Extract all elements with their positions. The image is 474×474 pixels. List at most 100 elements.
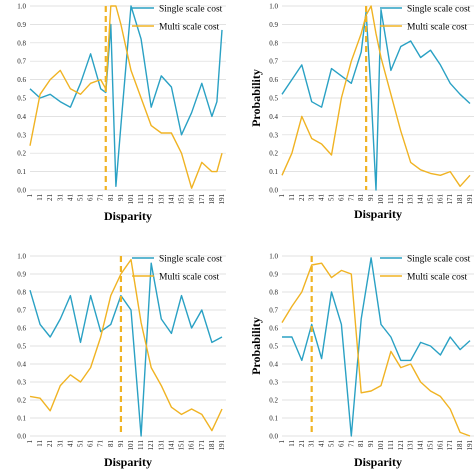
x-tick-label: 61 <box>337 194 345 202</box>
y-tick-label: 0.1 <box>17 168 26 176</box>
y-tick-label: 0.6 <box>269 76 278 84</box>
series-line-single-scale <box>282 257 471 437</box>
x-tick-label: 191 <box>466 440 474 451</box>
y-tick-label: 0.0 <box>17 187 26 195</box>
y-tick-label: 0.6 <box>17 325 26 333</box>
x-tick-label: 131 <box>407 194 415 205</box>
y-tick-label: 0.6 <box>17 76 26 84</box>
x-tick-label: 91 <box>117 440 125 448</box>
x-tick-label: 131 <box>407 440 415 451</box>
x-tick-label: 181 <box>208 440 216 451</box>
legend: Single scale cost Multi scale cost <box>380 255 471 283</box>
x-tick-label: 51 <box>327 194 335 202</box>
x-axis-label: Disparity <box>354 455 402 469</box>
x-tick-label: 191 <box>218 194 226 205</box>
y-tick-label: 0.6 <box>269 325 278 333</box>
y-tick-label: 0.9 <box>269 271 278 279</box>
x-tick-label: 141 <box>417 440 425 451</box>
y-tick-label: 1.0 <box>269 253 278 261</box>
legend-label: Single scale cost <box>159 255 223 265</box>
x-tick-label: 91 <box>367 194 375 202</box>
series-line-single-scale <box>29 262 223 437</box>
x-tick-label: 171 <box>198 440 206 451</box>
y-tick-label: 0.7 <box>17 58 26 66</box>
legend-label: Multi scale cost <box>407 23 468 33</box>
y-tick-label: 0.4 <box>17 113 26 121</box>
y-tick-label: 0.1 <box>269 168 278 176</box>
x-tick-label: 61 <box>87 194 95 202</box>
x-axis-label: Disparity <box>104 455 152 469</box>
y-tick-label: 0.8 <box>269 39 278 47</box>
x-tick-label: 181 <box>456 440 464 451</box>
x-tick-label: 111 <box>137 194 145 204</box>
y-tick-label: 0.3 <box>269 379 278 387</box>
chart-panel-4: 0.00.10.20.30.40.50.60.70.80.91.01 11 21 31… <box>249 253 474 469</box>
y-tick-label: 0.5 <box>269 95 278 103</box>
y-tick-label: 0.3 <box>17 379 26 387</box>
x-tick-label: 191 <box>466 194 474 205</box>
y-tick-label: 0.0 <box>17 433 26 441</box>
y-tick-label: 0.5 <box>17 95 26 103</box>
x-tick-label: 1 <box>26 194 34 198</box>
y-tick-label: 1.0 <box>17 3 26 11</box>
x-tick-label: 81 <box>107 194 115 202</box>
x-tick-label: 11 <box>36 440 44 447</box>
y-tick-label: 0.8 <box>17 39 26 47</box>
x-tick-label: 111 <box>137 440 145 450</box>
chart-panel-2: 0.00.10.20.30.40.50.60.70.80.91.01 11 21 31… <box>249 3 474 221</box>
y-tick-label: 0.4 <box>269 113 278 121</box>
legend-label: Multi scale cost <box>159 273 220 283</box>
x-tick-label: 31 <box>308 440 316 448</box>
x-tick-label: 81 <box>107 440 115 448</box>
x-tick-label: 21 <box>46 440 54 448</box>
x-tick-label: 71 <box>97 440 105 448</box>
x-axis-label: Disparity <box>104 209 152 223</box>
chart-panel-3: 0.00.10.20.30.40.50.60.70.80.91.01 11 21 31… <box>17 253 226 469</box>
x-tick-label: 151 <box>426 194 434 205</box>
y-tick-label: 0.7 <box>269 58 278 66</box>
x-tick-label: 81 <box>357 440 365 448</box>
x-tick-label: 161 <box>188 440 196 451</box>
x-tick-label: 151 <box>178 440 186 451</box>
series-line-multi-scale <box>29 5 223 189</box>
y-axis-label: Probability <box>249 69 263 127</box>
y-tick-label: 0.4 <box>269 361 278 369</box>
x-tick-label: 161 <box>436 194 444 205</box>
x-tick-label: 11 <box>288 194 296 201</box>
x-tick-label: 61 <box>337 440 345 448</box>
y-tick-label: 0.0 <box>269 187 278 195</box>
x-tick-label: 121 <box>397 194 405 205</box>
y-tick-label: 0.8 <box>269 289 278 297</box>
y-tick-label: 0.0 <box>269 433 278 441</box>
series-line-multi-scale <box>281 5 471 188</box>
y-tick-label: 0.3 <box>269 131 278 139</box>
x-tick-label: 71 <box>347 440 355 448</box>
x-tick-label: 11 <box>288 440 296 447</box>
x-tick-label: 161 <box>436 440 444 451</box>
x-tick-label: 141 <box>167 194 175 205</box>
x-tick-label: 41 <box>318 194 326 202</box>
y-tick-label: 0.5 <box>269 343 278 351</box>
y-tick-label: 0.5 <box>17 343 26 351</box>
y-tick-label: 0.8 <box>17 289 26 297</box>
x-tick-label: 31 <box>56 194 64 202</box>
x-tick-label: 181 <box>208 194 216 205</box>
y-tick-label: 0.7 <box>17 307 26 315</box>
y-tick-label: 0.2 <box>17 150 26 158</box>
x-tick-label: 111 <box>387 440 395 450</box>
x-tick-label: 31 <box>308 194 316 202</box>
x-tick-label: 141 <box>167 440 175 451</box>
y-tick-label: 0.7 <box>269 307 278 315</box>
y-tick-label: 0.1 <box>17 415 26 423</box>
x-tick-label: 21 <box>298 194 306 202</box>
x-tick-label: 21 <box>298 440 306 448</box>
x-tick-label: 171 <box>198 194 206 205</box>
y-tick-label: 1.0 <box>17 253 26 261</box>
x-tick-label: 101 <box>127 440 135 451</box>
x-tick-label: 71 <box>97 194 105 202</box>
x-tick-label: 21 <box>46 194 54 202</box>
x-tick-label: 121 <box>147 194 155 205</box>
y-tick-label: 0.2 <box>17 397 26 405</box>
x-tick-label: 1 <box>278 194 286 198</box>
